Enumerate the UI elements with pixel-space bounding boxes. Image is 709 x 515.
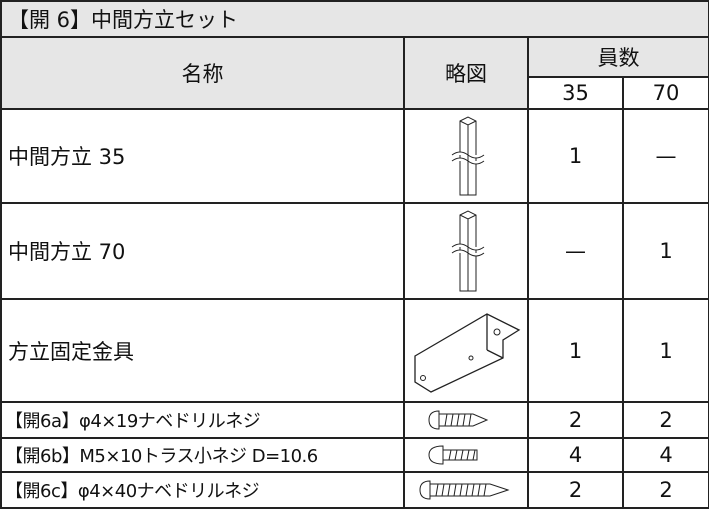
part-name: 【開6c】φ4×40ナベドリルネジ [0, 471, 405, 509]
qty: 2 [621, 471, 709, 509]
sketch [403, 108, 529, 204]
screw-icon [428, 410, 489, 430]
header-count: 員数 [526, 36, 709, 78]
qty: 1 [621, 298, 709, 403]
post-icon [451, 210, 485, 292]
part-name: 方立固定金具 [0, 298, 405, 403]
qty: 2 [621, 401, 709, 439]
header-size: 70 [621, 76, 709, 110]
qty: 2 [527, 471, 624, 509]
bracket-icon [414, 312, 521, 393]
header-name: 名称 [0, 36, 405, 110]
qty: — [621, 108, 709, 204]
sketch [403, 298, 529, 403]
qty: 4 [621, 437, 709, 473]
table-title: 【開 6】中間方立セット [0, 0, 709, 38]
sketch [403, 401, 529, 439]
qty: — [527, 202, 624, 300]
qty: 1 [527, 298, 624, 403]
part-name: 【開6a】φ4×19ナベドリルネジ [0, 401, 405, 439]
sketch [403, 471, 529, 509]
sketch [403, 437, 529, 473]
screw-icon [419, 480, 510, 500]
sketch [403, 202, 529, 300]
part-name: 中間方立 70 [0, 202, 405, 300]
qty: 1 [621, 202, 709, 300]
qty: 2 [527, 401, 624, 439]
post-icon [451, 116, 485, 196]
screw-icon [428, 445, 478, 465]
part-name: 【開6b】M5×10トラス小ネジ D=10.6 [0, 437, 405, 473]
qty: 4 [527, 437, 624, 473]
header-size: 35 [527, 76, 624, 110]
header-sketch: 略図 [403, 36, 529, 110]
qty: 1 [527, 108, 624, 204]
part-name: 中間方立 35 [0, 108, 405, 204]
